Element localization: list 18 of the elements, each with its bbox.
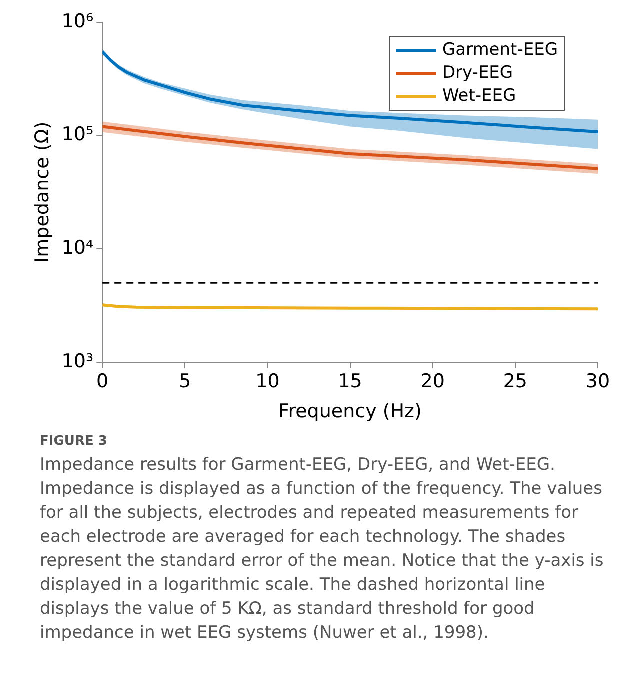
text: Impedance results for Garment-EEG, Dry-EEG, and Wet-EEG. Impedance is displayed as a function of the frequency. The values for all the subjects, electrodes and repeated measurements for each electrode are averaged for each technology. The shades represent the standard error of the mean. Notice that the y-axis is displayed in a logarithmic scale. The dashed horizontal line displays the value of 5 KΩ, as standard threshold for good impedance in wet EEG systems (Nuwer et al., 1998).	[40, 454, 605, 645]
x-tick-label: 30	[586, 370, 610, 393]
x-tick-label: 5	[179, 370, 192, 393]
x-tick-label: 0	[96, 370, 109, 393]
y-axis-title: Impedance (Ω)	[31, 122, 54, 263]
legend-label: Garment-EEG	[442, 39, 558, 62]
x-tick-label: 15	[338, 370, 362, 393]
caption: FIGURE 3	[40, 434, 108, 449]
y-tick-label: 10⁴	[62, 237, 94, 260]
x-tick-label: 10	[256, 370, 280, 393]
y-tick-label: 10⁵	[62, 124, 94, 146]
y-tick-label: 10³	[62, 350, 94, 372]
x-tick-label: 20	[420, 370, 445, 393]
legend-label: Dry-EEG	[442, 62, 514, 85]
legend-label: Wet-EEG	[442, 85, 516, 108]
y-tick-label: 10⁶	[62, 10, 94, 32]
x-axis-title: Frequency (Hz)	[278, 400, 422, 423]
x-tick-label: 25	[503, 370, 528, 393]
